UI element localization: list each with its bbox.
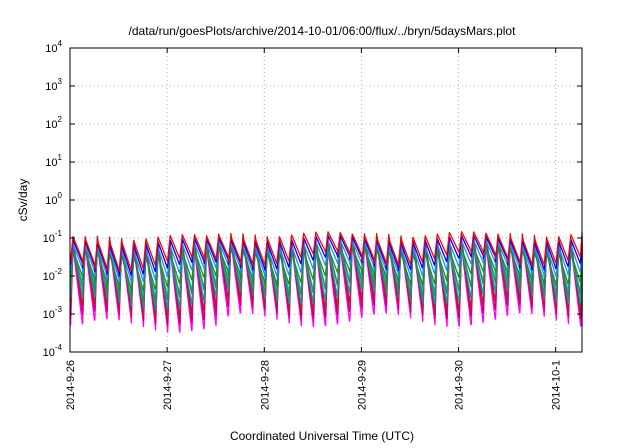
y-tick-label: 100 — [45, 191, 62, 207]
y-tick-label: 10-4 — [43, 343, 63, 359]
x-tick-label: 2014-9-30 — [454, 360, 466, 410]
y-tick-label: 102 — [45, 115, 62, 131]
y-tick-label: 101 — [45, 153, 62, 169]
y-tick-label: 10-3 — [43, 305, 63, 321]
series-lines — [69, 231, 583, 333]
y-tick-label: 10-2 — [43, 267, 63, 283]
x-tick-label: 2014-10-1 — [551, 360, 563, 410]
chart-title: /data/run/goesPlots/archive/2014-10-01/0… — [129, 24, 517, 38]
y-tick-label: 104 — [45, 39, 62, 55]
y-tick-label: 103 — [45, 77, 62, 93]
x-tick-label: 2014-9-27 — [162, 360, 174, 410]
series-line — [69, 231, 583, 272]
y-axis-ticks: 10-4 10-3 10-2 10-1 100 101 102 103 104 — [43, 39, 582, 359]
y-tick-label: 10-1 — [43, 229, 63, 245]
x-tick-label: 2014-9-29 — [356, 360, 368, 410]
x-axis-label: Coordinated Universal Time (UTC) — [230, 429, 414, 443]
x-tick-label: 2014-9-26 — [65, 360, 77, 410]
x-tick-label: 2014-9-28 — [259, 360, 271, 410]
x-axis-ticks: 2014-9-26 2014-9-27 2014-9-28 2014-9-29 2014… — [65, 48, 563, 410]
y-axis-label: cSv/day — [16, 179, 30, 222]
